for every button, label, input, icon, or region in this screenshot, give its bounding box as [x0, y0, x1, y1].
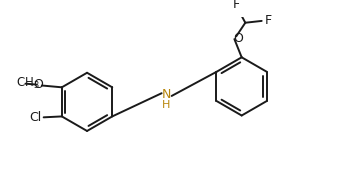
Text: O: O: [233, 32, 243, 45]
Text: O: O: [33, 78, 43, 91]
Text: F: F: [233, 0, 240, 11]
Text: Cl: Cl: [29, 111, 42, 124]
Text: CH$_3$: CH$_3$: [16, 76, 40, 91]
Text: H: H: [162, 100, 171, 110]
Text: N: N: [162, 88, 171, 101]
Text: F: F: [265, 14, 272, 28]
